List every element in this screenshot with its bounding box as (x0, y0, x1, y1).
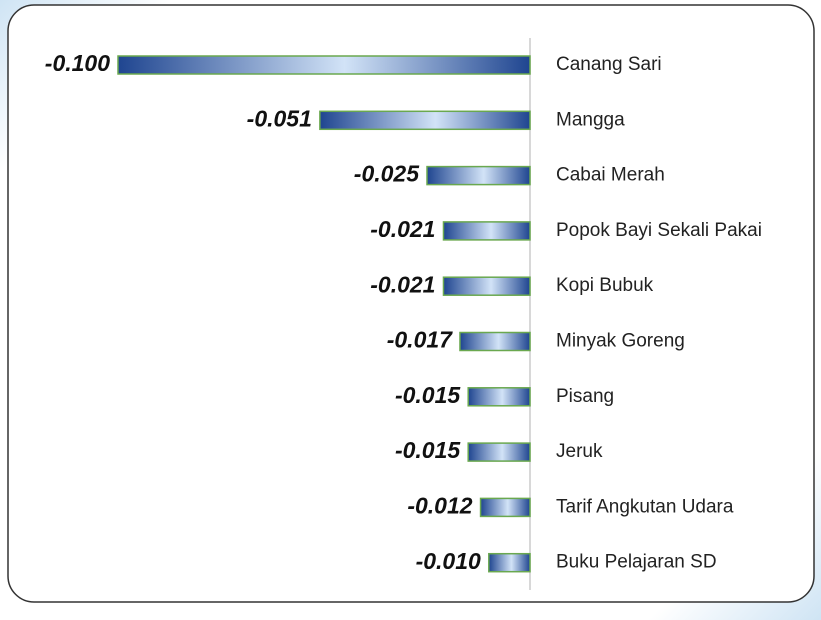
category-label: Canang Sari (556, 54, 662, 75)
bar (479, 497, 531, 518)
category-label: Cabai Merah (556, 165, 665, 186)
value-label: -0.012 (407, 492, 472, 518)
value-label: -0.015 (395, 382, 461, 408)
bar (117, 55, 531, 75)
value-label: -0.017 (387, 327, 453, 353)
bar (459, 331, 531, 352)
value-label: -0.100 (45, 50, 110, 76)
category-label: Popok Bayi Sekali Pakai (556, 220, 762, 241)
category-label: Kopi Bubuk (556, 275, 654, 296)
bar (319, 110, 531, 131)
chart-frame (7, 4, 815, 603)
value-label: -0.021 (370, 271, 435, 297)
bar (442, 221, 531, 241)
value-label: -0.051 (247, 105, 312, 131)
bar (467, 442, 531, 462)
category-label: Tarif Angkutan Udara (556, 496, 734, 517)
category-label: Pisang (556, 386, 614, 407)
value-label: -0.010 (416, 548, 481, 574)
value-label: -0.015 (395, 437, 461, 463)
category-label: Mangga (556, 109, 625, 130)
value-label: -0.025 (354, 161, 420, 187)
category-label: Jeruk (556, 441, 603, 462)
bar (426, 165, 531, 186)
bar (442, 276, 531, 296)
bar (467, 387, 531, 407)
bar (488, 552, 531, 573)
category-label: Minyak Goreng (556, 331, 685, 352)
category-label: Buku Pelajaran SD (556, 552, 717, 573)
value-label: -0.021 (370, 216, 435, 242)
